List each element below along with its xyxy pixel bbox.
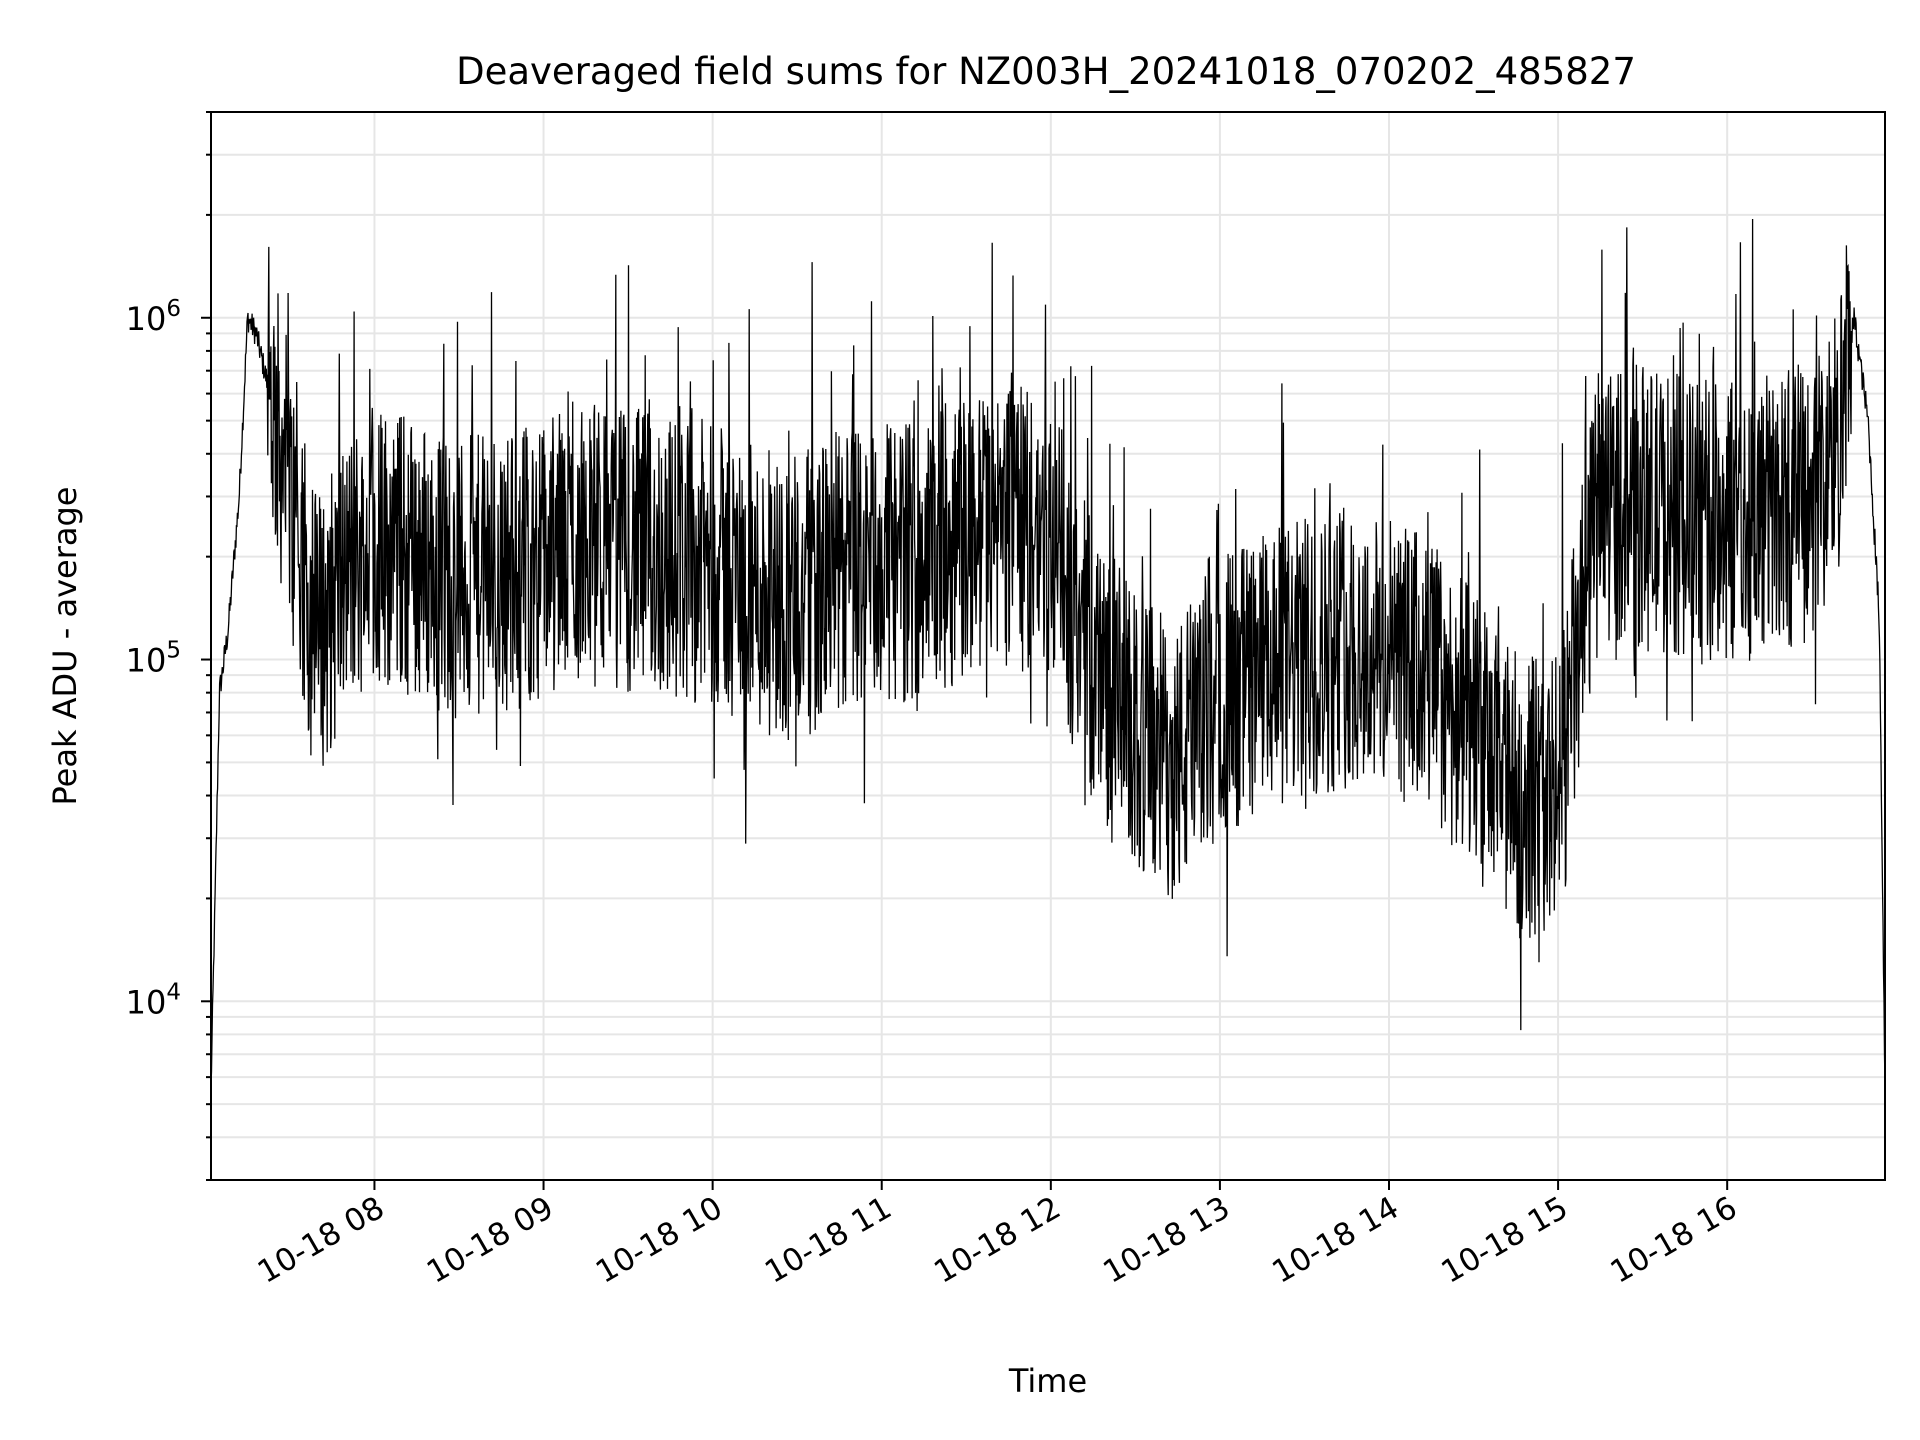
series-line bbox=[210, 218, 1886, 1086]
x-tick-label: 10-18 10 bbox=[590, 1190, 729, 1291]
x-tick-label: 10-18 15 bbox=[1435, 1190, 1574, 1291]
x-tick-label: 10-18 11 bbox=[759, 1190, 898, 1291]
tick-marks bbox=[201, 111, 1729, 1190]
plot-frame bbox=[210, 111, 1886, 1181]
x-tick-label: 10-18 13 bbox=[1097, 1190, 1236, 1291]
y-tick-label: 106 bbox=[126, 296, 181, 338]
x-tick-label: 10-18 12 bbox=[928, 1190, 1067, 1291]
chart-title: Deaveraged field sums for NZ003H_2024101… bbox=[456, 50, 1636, 93]
x-axis-label: Time bbox=[1008, 1362, 1087, 1400]
y-tick-label: 105 bbox=[126, 638, 181, 680]
data-line-layer bbox=[210, 218, 1886, 1086]
x-tick-label: 10-18 09 bbox=[421, 1190, 560, 1291]
y-axis-label: Peak ADU - average bbox=[46, 487, 84, 806]
x-tick-label: 10-18 16 bbox=[1604, 1190, 1743, 1291]
x-tick-label: 10-18 08 bbox=[252, 1190, 391, 1291]
x-tick-label: 10-18 14 bbox=[1266, 1190, 1405, 1291]
y-tick-label: 104 bbox=[126, 979, 181, 1021]
